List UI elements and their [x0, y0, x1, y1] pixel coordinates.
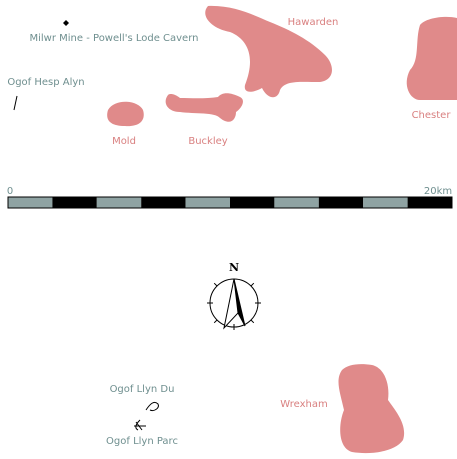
- compass-tick: [213, 282, 218, 287]
- town-label: Wrexham: [280, 399, 327, 410]
- scale-label: 20km: [424, 186, 452, 197]
- town-area: [406, 16, 457, 101]
- town-label: Mold: [112, 136, 136, 147]
- compass-label: N: [229, 261, 239, 274]
- scale-segment: [96, 197, 142, 208]
- scale-segment: [52, 197, 97, 208]
- scale-label: 0: [7, 186, 13, 197]
- town-area: [338, 364, 405, 454]
- cave-label: Ogof Llyn Parc: [106, 436, 178, 447]
- scale-segment: [407, 197, 452, 208]
- cave-label: Ogof Hesp Alyn: [7, 77, 84, 88]
- compass-tick: [250, 282, 255, 287]
- scale-segment: [185, 197, 230, 208]
- town-area: [107, 101, 144, 127]
- cave-label: Ogof Llyn Du: [110, 384, 175, 395]
- scale-bar: [8, 197, 452, 208]
- cave-label: Milwr Mine - Powell's Lode Cavern: [30, 33, 199, 44]
- town-label: Buckley: [188, 136, 227, 147]
- scale-segment: [274, 197, 319, 208]
- scale-segment: [8, 197, 53, 208]
- scale-bar-outline: [7, 196, 453, 209]
- scale-segment: [230, 197, 275, 208]
- town-label: Hawarden: [288, 17, 339, 28]
- scale-segment: [141, 197, 186, 208]
- town-area: [165, 93, 243, 122]
- scale-segment: [318, 197, 364, 208]
- cave-marker: [63, 20, 69, 26]
- scale-segment: [363, 197, 408, 208]
- cave-marker: [134, 401, 159, 431]
- town-label: Chester: [412, 110, 452, 121]
- compass-tick: [250, 319, 255, 324]
- compass: N: [207, 261, 261, 330]
- cave-marker: [13, 95, 18, 111]
- compass-tick: [213, 319, 218, 324]
- town-area: [205, 5, 332, 98]
